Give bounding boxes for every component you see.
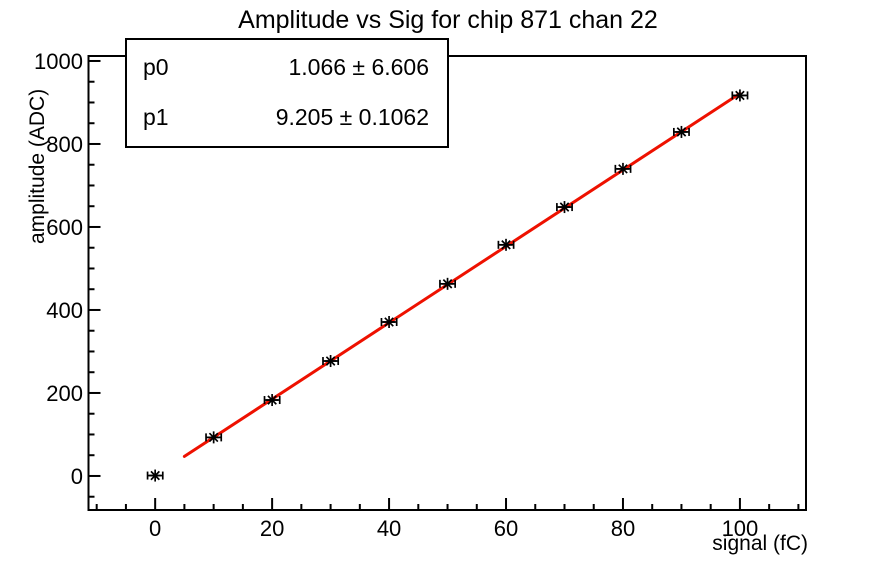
data-point [672, 125, 690, 138]
data-point [439, 277, 456, 290]
plot-title: Amplitude vs Sig for chip 871 chan 22 [238, 6, 658, 34]
y-tick-label: 0 [71, 464, 83, 489]
x-tick-label: 20 [260, 516, 284, 541]
y-tick-label: 800 [46, 132, 83, 157]
data-point [380, 316, 398, 329]
data-point [146, 469, 164, 482]
x-tick-label: 100 [722, 516, 759, 541]
x-tick-label: 60 [494, 516, 518, 541]
data-point [731, 89, 749, 102]
data-point [614, 162, 632, 175]
data-point [205, 431, 223, 444]
y-tick-label: 1000 [34, 49, 83, 74]
param-name-p1: p1 [143, 103, 169, 130]
data-point [497, 238, 515, 251]
param-name-p0: p0 [143, 53, 169, 80]
fit-param-row-p1: p1 9.205 ± 0.1062 [143, 104, 429, 131]
x-tick-label: 0 [149, 516, 161, 541]
y-axis-title: amplitude (ADC) [26, 89, 49, 244]
axis-ticks [88, 59, 800, 510]
param-value-p1: 9.205 ± 0.1062 [275, 103, 429, 130]
y-tick-label: 600 [46, 215, 83, 240]
fit-line [182, 92, 742, 458]
data-point [322, 355, 340, 368]
x-axis-title: signal (fC) [712, 532, 808, 555]
data-point [263, 394, 281, 407]
fit-param-row-p0: p0 1.066 ± 6.606 [143, 54, 429, 81]
data-points [146, 89, 749, 482]
fit-stats-box: p0 1.066 ± 6.606 p1 9.205 ± 0.1062 [125, 38, 449, 148]
x-tick-label: 40 [377, 516, 401, 541]
y-tick-label: 400 [46, 298, 83, 323]
x-tick-label: 80 [611, 516, 635, 541]
y-tick-label: 200 [46, 381, 83, 406]
param-value-p0: 1.066 ± 6.606 [288, 53, 429, 80]
data-point [556, 201, 573, 214]
